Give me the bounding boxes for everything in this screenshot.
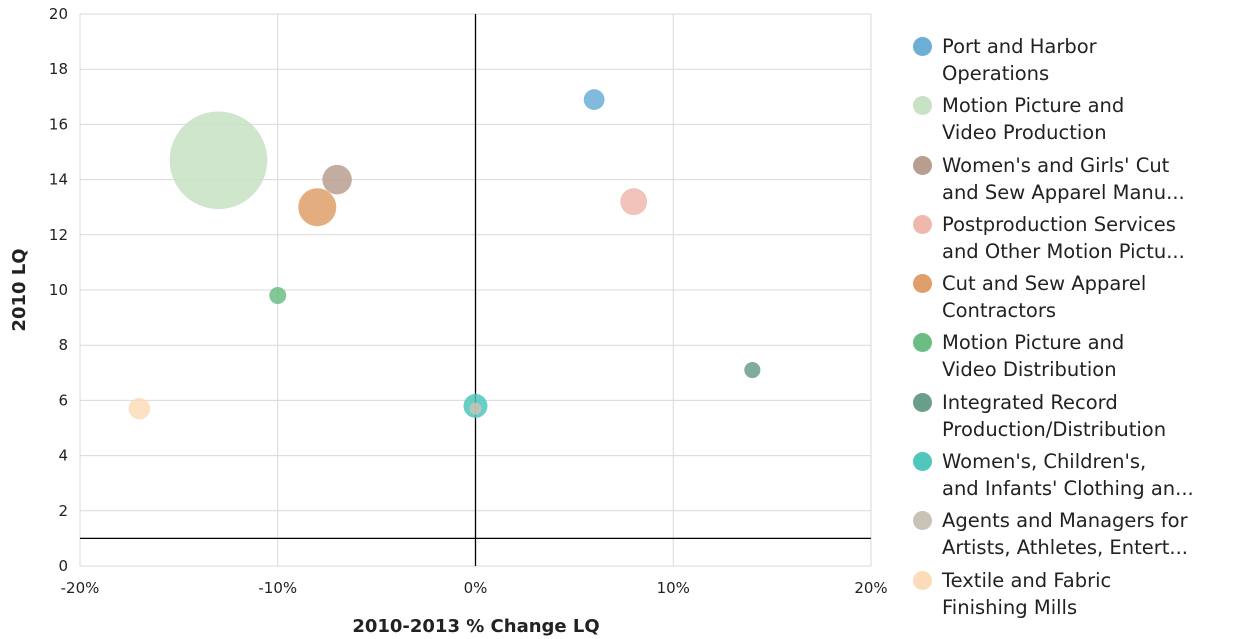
y-tick-label: 12 — [49, 226, 68, 244]
legend: Port and Harbor Operations Motion Picture… — [913, 33, 1235, 626]
tick-labels: 0 2 4 6 8 10 12 14 16 18 20 -20% -10% 0% 10% 20% — [49, 5, 888, 597]
y-tick-label: 16 — [49, 115, 68, 133]
x-axis-title: 2010-2013 % Change LQ — [352, 616, 599, 637]
y-tick-label: 0 — [58, 557, 68, 575]
legend-swatch — [913, 214, 932, 234]
legend-swatch — [913, 570, 932, 590]
data-point[interactable] — [620, 188, 648, 216]
legend-label: Motion Picture and Video Production — [942, 94, 1125, 145]
x-tick-label: -20% — [61, 579, 100, 597]
data-point[interactable] — [298, 188, 337, 227]
x-tick-label: 0% — [464, 579, 488, 597]
data-points — [128, 89, 761, 420]
y-tick-label: 18 — [49, 60, 68, 78]
legend-item[interactable]: Women's, Children's, and Infants' Clothi… — [913, 448, 1235, 507]
data-point[interactable] — [744, 361, 761, 379]
legend-swatch — [913, 511, 932, 531]
y-tick-label: 20 — [49, 5, 68, 23]
legend-item[interactable]: Postproduction Services and Other Motion… — [913, 211, 1235, 270]
scatter-chart: 0 2 4 6 8 10 12 14 16 18 20 -20% -10% 0% 10% 20% 2010-2… — [9, 5, 888, 637]
data-point[interactable] — [469, 402, 482, 415]
x-tick-label: 10% — [657, 579, 690, 597]
legend-swatch — [913, 333, 932, 353]
legend-label: Women's and Girls' Cut and Sew Apparel M… — [942, 153, 1185, 204]
data-point[interactable] — [169, 111, 268, 210]
legend-item[interactable]: Women's and Girls' Cut and Sew Apparel M… — [913, 152, 1235, 211]
data-point[interactable] — [269, 287, 287, 305]
data-point[interactable] — [128, 397, 151, 420]
legend-swatch — [913, 96, 932, 116]
legend-swatch — [913, 452, 932, 472]
data-point[interactable] — [322, 164, 352, 195]
x-tick-label: 20% — [854, 579, 887, 597]
legend-item[interactable]: Integrated Record Production/Distributio… — [913, 389, 1235, 448]
x-tick-label: -10% — [258, 579, 297, 597]
legend-item[interactable]: Textile and Fabric Finishing Mills — [913, 567, 1235, 626]
legend-label: Cut and Sew Apparel Contractors — [942, 272, 1147, 323]
legend-swatch — [913, 155, 932, 175]
data-point[interactable] — [583, 89, 605, 110]
y-tick-label: 6 — [58, 391, 68, 409]
legend-item[interactable]: Agents and Managers for Artists, Athlete… — [913, 507, 1235, 566]
legend-label: Port and Harbor Operations — [942, 35, 1097, 85]
reference-lines — [80, 14, 871, 566]
y-axis-title: 2010 LQ — [9, 248, 30, 331]
legend-swatch — [913, 37, 932, 56]
legend-label: Women's, Children's, and Infants' Clothi… — [942, 450, 1194, 501]
y-tick-label: 10 — [49, 281, 68, 299]
y-tick-label: 8 — [58, 336, 68, 354]
legend-label: Postproduction Services and Other Motion… — [942, 212, 1185, 263]
y-tick-label: 14 — [49, 171, 68, 189]
legend-item[interactable]: Cut and Sew Apparel Contractors — [913, 270, 1235, 329]
legend-label: Textile and Fabric Finishing Mills — [942, 568, 1112, 619]
legend-label: Motion Picture and Video Distribution — [942, 331, 1125, 382]
legend-swatch — [913, 392, 932, 412]
legend-label: Integrated Record Production/Distributio… — [942, 390, 1167, 441]
legend-item[interactable]: Motion Picture and Video Production — [913, 92, 1235, 151]
y-tick-label: 4 — [58, 447, 68, 465]
legend-label: Agents and Managers for Artists, Athlete… — [942, 509, 1188, 560]
y-tick-label: 2 — [58, 502, 68, 520]
legend-item[interactable]: Motion Picture and Video Distribution — [913, 329, 1235, 388]
legend-swatch — [913, 274, 932, 294]
legend-item[interactable]: Port and Harbor Operations — [913, 33, 1235, 92]
